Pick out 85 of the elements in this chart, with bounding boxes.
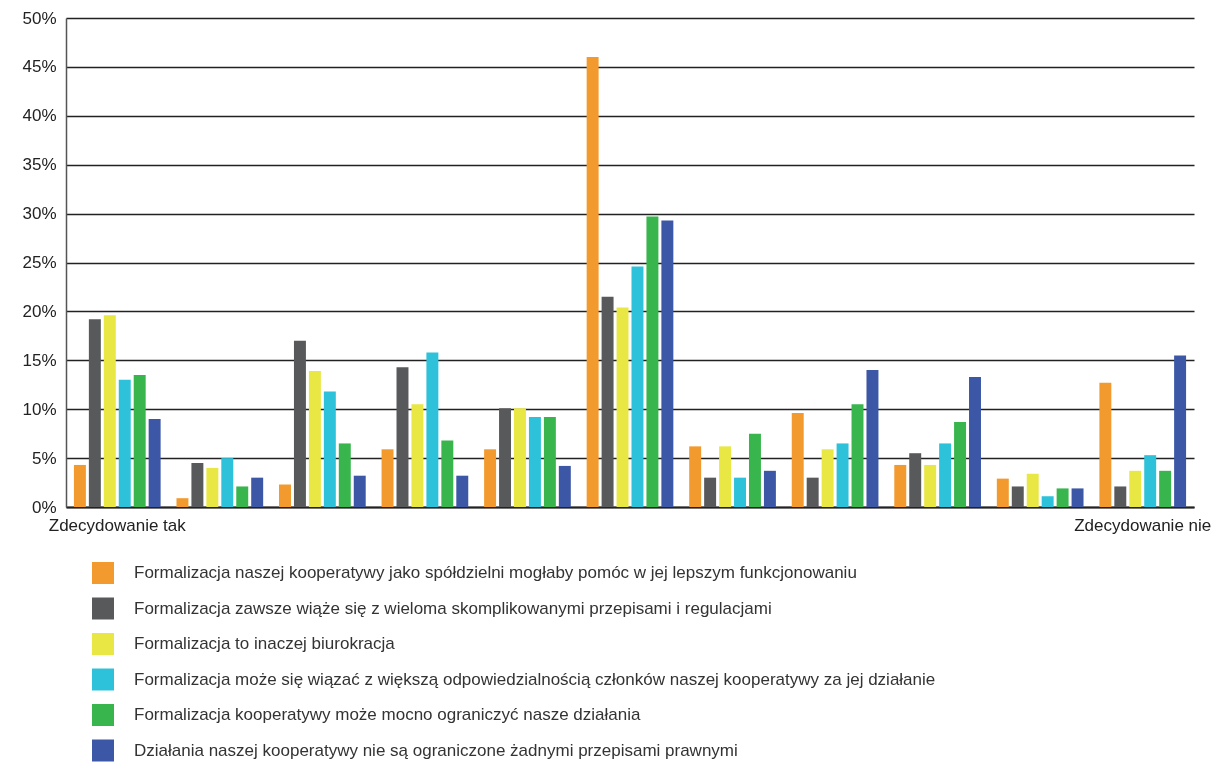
bar <box>1011 486 1024 507</box>
legend-label: Formalizacja zawsze wiąże się z wieloma skomplikowanymi przepisami i regulacjami <box>134 598 772 618</box>
y-tick-label: 40% <box>22 106 57 126</box>
bar <box>411 404 424 507</box>
bar <box>133 374 146 507</box>
legend-label: Formalizacja może się wiązać z większą odpowiedzialnością członków naszej kooperatywy za jej działanie <box>134 669 936 689</box>
bar <box>734 477 746 507</box>
bar <box>1041 496 1054 507</box>
bar <box>704 477 717 507</box>
bar <box>939 443 952 507</box>
bar <box>1114 486 1127 507</box>
bar <box>1026 473 1039 507</box>
y-tick-label: 20% <box>22 301 57 321</box>
bar <box>514 408 526 507</box>
legend-label: Formalizacja kooperatywy może mocno ograniczyć nasze działania <box>134 705 641 724</box>
bar <box>1144 455 1157 507</box>
bar <box>719 446 732 507</box>
bar <box>103 315 116 507</box>
bar <box>689 446 702 507</box>
bar <box>1174 355 1187 507</box>
bar <box>118 379 131 507</box>
bar <box>996 478 1009 507</box>
bar <box>836 443 849 507</box>
bar <box>909 453 922 507</box>
bar <box>426 352 439 507</box>
bar <box>866 370 879 507</box>
bar <box>646 216 659 507</box>
bar <box>396 367 409 507</box>
bar <box>353 475 366 507</box>
y-tick-label: 10% <box>22 399 57 419</box>
bar <box>308 371 321 507</box>
bar <box>806 477 819 507</box>
bar <box>323 391 336 507</box>
bar <box>616 307 629 507</box>
bar <box>558 465 571 507</box>
y-tick-label: 0% <box>31 497 57 517</box>
bar <box>456 475 469 507</box>
bar <box>528 417 541 507</box>
x-tick-label: Zdecydowanie nie <box>1074 515 1212 535</box>
bar <box>338 443 351 507</box>
y-tick-label: 5% <box>31 448 57 468</box>
bar <box>924 464 937 507</box>
bar <box>748 433 761 507</box>
bar <box>1099 382 1112 507</box>
bar <box>543 417 556 507</box>
bar <box>148 418 161 507</box>
bar <box>763 470 776 507</box>
bar <box>631 266 644 507</box>
bar <box>894 464 907 507</box>
y-tick-label: 50% <box>22 8 57 28</box>
y-tick-label: 15% <box>22 350 57 370</box>
bar <box>1159 470 1172 507</box>
bar <box>293 340 306 507</box>
y-tick-label: 25% <box>22 253 57 272</box>
bar <box>381 449 394 507</box>
y-tick-label: 35% <box>22 155 57 175</box>
bar <box>221 458 234 507</box>
bar <box>661 220 674 507</box>
bar <box>1056 488 1069 507</box>
bar <box>279 484 291 507</box>
bar <box>236 486 249 507</box>
bar <box>206 467 219 507</box>
legend-label: Formalizacja naszej kooperatywy jako spółdzielni mogłaby pomóc w jej lepszym funkcjonowaniu <box>134 563 857 582</box>
bar <box>499 408 512 507</box>
bar <box>251 477 264 507</box>
legend-label: Działania naszej kooperatywy nie są ograniczone żadnymi przepisami prawnymi <box>134 740 738 760</box>
bar <box>441 440 454 507</box>
bar <box>1071 488 1084 507</box>
bar <box>821 449 834 507</box>
bar <box>191 462 204 507</box>
bar <box>954 421 967 507</box>
bar <box>851 404 864 507</box>
bar <box>73 464 86 507</box>
y-tick-label: 45% <box>22 57 57 77</box>
legend-label: Formalizacja to inaczej biurokracja <box>134 634 396 653</box>
bar <box>969 376 981 507</box>
bar <box>791 413 804 507</box>
bar <box>176 498 189 507</box>
bar <box>88 319 101 507</box>
bar <box>586 57 599 507</box>
bar <box>601 296 614 507</box>
bar <box>484 449 497 507</box>
y-tick-label: 30% <box>22 204 57 224</box>
bar <box>1129 470 1142 507</box>
x-tick-label: Zdecydowanie tak <box>48 515 187 535</box>
